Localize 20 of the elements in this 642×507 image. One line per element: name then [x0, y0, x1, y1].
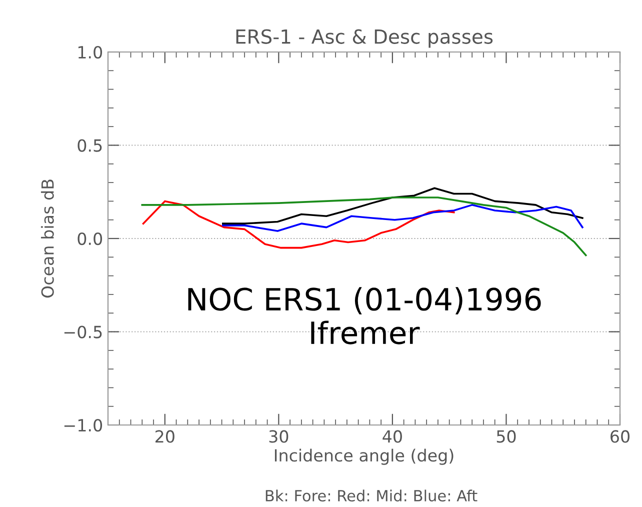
- chart-title: ERS-1 - Asc & Desc passes: [236, 29, 493, 48]
- x-tick-label: 20: [156, 430, 174, 443]
- line-series: [142, 200, 455, 249]
- x-tick-label: 60: [610, 430, 630, 443]
- annotation: Ifremer: [311, 320, 420, 344]
- x-tick-label: 30: [269, 430, 288, 443]
- y-tick-label: −0.5: [64, 326, 102, 338]
- y-tick-label: 0.0: [78, 232, 102, 246]
- y-tick-label: 1.0: [78, 46, 102, 59]
- y-axis-title: Ocean bias dB: [40, 180, 54, 298]
- line-series: [222, 187, 584, 224]
- annotation: NOC ERS1 (01-04)1996: [188, 287, 541, 314]
- x-tick-label: 40: [382, 430, 402, 443]
- x-tick-label: 50: [496, 430, 516, 443]
- y-tick-label: −1.0: [64, 418, 102, 432]
- line-series: [141, 196, 587, 256]
- line-series: [222, 204, 584, 232]
- y-tick-label: 0.5: [78, 139, 102, 152]
- x-axis-title: Incidence angle (deg): [274, 448, 454, 465]
- text: Bk: Fore: Red: Mid: Blue: Aft: [266, 490, 478, 502]
